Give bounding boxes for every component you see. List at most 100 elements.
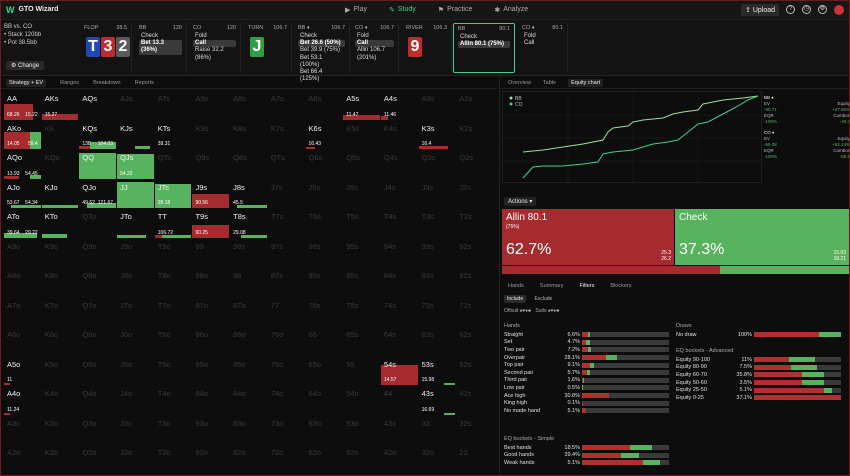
hand-cell-95o[interactable]: 95o xyxy=(192,356,231,387)
nav-play[interactable]: ▶ Play xyxy=(345,6,368,14)
hand-cell-K4o[interactable]: K4o xyxy=(41,386,80,416)
hand-cell-J6o[interactable]: J6o xyxy=(117,327,155,357)
tab-equity-chart[interactable]: Equity chart xyxy=(568,78,604,87)
hand-cell-82o[interactable]: 82o xyxy=(230,445,268,475)
hand-cell-A9s[interactable]: A9s xyxy=(192,91,231,121)
hand-cell-J8o[interactable]: J8o xyxy=(117,268,155,298)
hand-cell-Q4s[interactable]: Q4s xyxy=(380,150,419,180)
hand-cell-85o[interactable]: 85o xyxy=(230,356,268,387)
filter-row[interactable]: Equity 25-50 5.1% xyxy=(676,386,841,394)
hand-cell-87o[interactable]: 87o xyxy=(230,297,268,328)
action-option[interactable]: Bet 66.4 (125%) xyxy=(300,69,323,83)
seat-4[interactable]: BB ♦ 106.7 Check Bet 26.6 (50%) Bet 39.9 (75… xyxy=(294,23,350,82)
filter-row[interactable]: Weak hands 5.1% xyxy=(504,459,669,467)
hand-cell-J2s[interactable]: J2s xyxy=(456,179,494,210)
hand-cell-J2o[interactable]: J2o xyxy=(117,445,155,475)
hand-cell-32o[interactable]: 32o xyxy=(418,445,457,475)
tab-overview[interactable]: Overview xyxy=(508,79,531,86)
tab-filters[interactable]: Filters xyxy=(579,283,595,289)
hand-cell-QTo[interactable]: QTo xyxy=(79,209,118,239)
hand-cell-K5o[interactable]: K5o xyxy=(41,356,80,387)
hand-cell-K6s[interactable]: K6s 16.43 xyxy=(305,120,344,151)
hand-cell-66[interactable]: 66 xyxy=(305,327,344,357)
hand-cell-22[interactable]: 22 xyxy=(456,445,494,475)
hand-cell-T4s[interactable]: T4s xyxy=(380,209,419,239)
hand-cell-85s[interactable]: 85s xyxy=(343,268,381,298)
hand-cell-J7s[interactable]: J7s xyxy=(267,179,306,210)
filter-row[interactable]: Equity 0-25 37.1% xyxy=(676,394,841,402)
hand-cell-A9o[interactable]: A9o xyxy=(4,238,42,269)
hand-cell-T8o[interactable]: T8o xyxy=(154,268,193,298)
hand-cell-KTs[interactable]: KTs 39.31 xyxy=(154,120,193,151)
change-button[interactable]: ⚙ Change xyxy=(6,61,45,70)
hand-cell-77[interactable]: 77 xyxy=(267,297,306,328)
hand-cell-74o[interactable]: 74o xyxy=(267,386,306,416)
hand-cell-T5o[interactable]: T5o xyxy=(154,356,193,387)
filter-row[interactable]: Third pair 1.6% xyxy=(504,377,669,385)
hand-cell-83o[interactable]: 83o xyxy=(230,415,268,446)
hand-cell-93s[interactable]: 93s xyxy=(418,238,457,269)
action-option[interactable]: Call xyxy=(193,40,236,48)
nav-practice[interactable]: ⚑ Practice xyxy=(437,6,473,14)
hand-cell-A4o[interactable]: A4o 11.24 xyxy=(4,386,42,416)
actions-dropdown[interactable]: Actions ▾ xyxy=(504,197,537,206)
hand-cell-T9s[interactable]: T9s 90.25 xyxy=(192,209,231,239)
hand-cell-82s[interactable]: 82s xyxy=(456,268,494,298)
hand-cell-Q7s[interactable]: Q7s xyxy=(267,150,306,180)
seat-8[interactable]: CO ♦ 80.1 Fold Call xyxy=(518,23,568,73)
action-option[interactable]: Fold xyxy=(524,33,536,39)
hand-cell-A8s[interactable]: A8s xyxy=(230,91,268,121)
hand-cell-KK[interactable]: KK xyxy=(41,120,80,151)
hand-cell-J4o[interactable]: J4o xyxy=(117,386,155,416)
hand-cell-65o[interactable]: 65o xyxy=(305,356,344,387)
hand-cell-K7o[interactable]: K7o xyxy=(41,297,80,328)
action-option[interactable]: Fold xyxy=(357,33,369,39)
settings-icon[interactable]: ⚙ xyxy=(818,5,827,14)
hand-cell-ATs[interactable]: ATs xyxy=(154,91,193,121)
include-toggle[interactable]: Include xyxy=(504,295,527,303)
hand-cell-A7s[interactable]: A7s xyxy=(267,91,306,121)
hand-cell-J5s[interactable]: J5s xyxy=(343,179,381,210)
hand-cell-T4o[interactable]: T4o xyxy=(154,386,193,416)
tab-summary[interactable]: Summary xyxy=(539,283,564,289)
clock-icon[interactable]: ◷ xyxy=(802,5,811,14)
action-check[interactable]: Check 37.3% 15.03 18.21 xyxy=(675,209,849,265)
hand-cell-AA[interactable]: AA 68.26 15.22 xyxy=(4,91,42,121)
hand-cell-99[interactable]: 99 xyxy=(192,238,231,269)
hand-cell-Q6o[interactable]: Q6o xyxy=(79,327,118,357)
hand-cell-A2s[interactable]: A2s xyxy=(456,91,494,121)
hand-cell-T6o[interactable]: T6o xyxy=(154,327,193,357)
hand-cell-92s[interactable]: 92s xyxy=(456,238,494,269)
hand-cell-KTo[interactable]: KTo xyxy=(41,209,80,239)
hand-cell-Q6s[interactable]: Q6s xyxy=(305,150,344,180)
filter-row[interactable]: Second pair 5.7% xyxy=(504,369,669,377)
filter-row[interactable]: Two pair 7.2% xyxy=(504,346,669,354)
hand-cell-93o[interactable]: 93o xyxy=(192,415,231,446)
hand-cell-98o[interactable]: 98o xyxy=(192,268,231,298)
action-option[interactable]: Bet 26.6 (50%) xyxy=(298,40,345,48)
hand-cell-Q5o[interactable]: Q5o xyxy=(79,356,118,387)
hand-cell-T3o[interactable]: T3o xyxy=(154,415,193,446)
hand-cell-55[interactable]: 55 xyxy=(343,356,381,387)
hand-cell-72o[interactable]: 72o xyxy=(267,445,306,475)
hand-cell-AQs[interactable]: AQs xyxy=(79,91,118,121)
hand-cell-K5s[interactable]: K5s xyxy=(343,120,381,151)
hand-cell-Q3o[interactable]: Q3o xyxy=(79,415,118,446)
hand-cell-KJo[interactable]: KJo xyxy=(41,179,80,210)
hand-cell-63s[interactable]: 63s xyxy=(418,327,457,357)
hand-cell-65s[interactable]: 65s xyxy=(343,327,381,357)
hand-cell-QQ[interactable]: QQ xyxy=(79,150,118,180)
hand-cell-76o[interactable]: 76o xyxy=(267,327,306,357)
hand-cell-AQo[interactable]: AQo 13.93 54.45 xyxy=(4,150,42,180)
hand-cell-K4s[interactable]: K4s xyxy=(380,120,419,151)
filter-row[interactable]: Equity 50-60 3.5% xyxy=(676,379,841,387)
hand-cell-95s[interactable]: 95s xyxy=(343,238,381,269)
action-option[interactable]: Check xyxy=(141,33,159,39)
help-icon[interactable]: ? xyxy=(786,5,795,14)
action-option[interactable]: Call xyxy=(355,40,394,48)
hand-cell-75o[interactable]: 75o xyxy=(267,356,306,387)
hand-cell-52s[interactable]: 52s xyxy=(456,356,494,387)
hand-cell-J3o[interactable]: J3o xyxy=(117,415,155,446)
hand-cell-T9o[interactable]: T9o xyxy=(154,238,193,269)
hand-cell-63o[interactable]: 63o xyxy=(305,415,344,446)
